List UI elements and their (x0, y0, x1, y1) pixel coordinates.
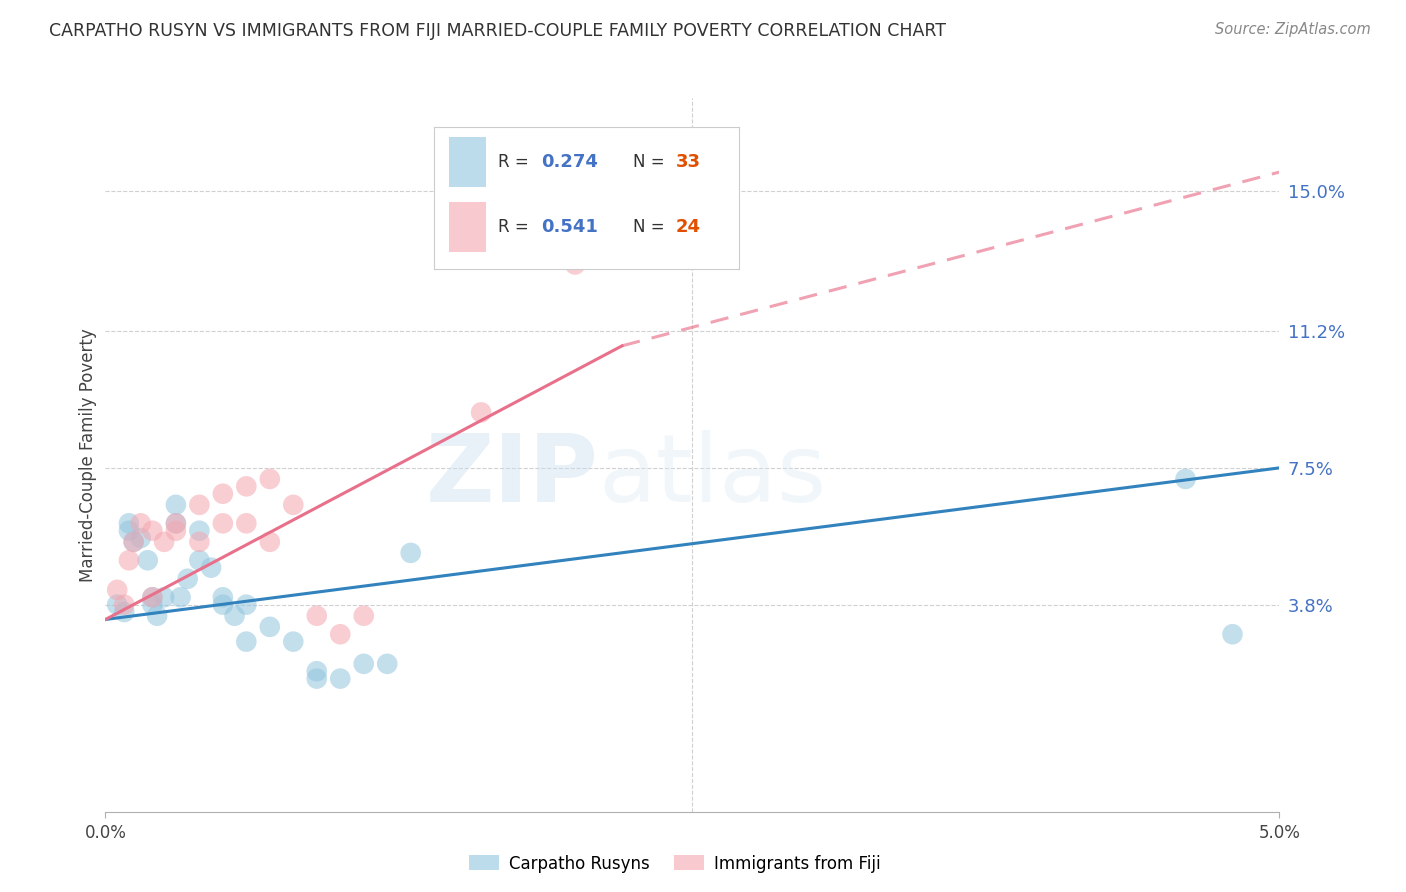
Text: Source: ZipAtlas.com: Source: ZipAtlas.com (1215, 22, 1371, 37)
Point (141, 591, 163, 605)
Point (188, 524, 211, 538)
Point (353, 608, 375, 623)
Point (1174, 472, 1197, 486)
Point (118, 553, 141, 567)
Point (200, 560, 222, 574)
Point (141, 591, 163, 605)
Point (112, 598, 135, 612)
Point (169, 591, 191, 605)
Point (136, 553, 159, 567)
Point (259, 472, 281, 486)
Point (305, 672, 328, 686)
Point (165, 516, 187, 531)
Point (259, 534, 281, 549)
Point (470, 405, 492, 419)
Point (235, 598, 257, 612)
Point (176, 572, 198, 586)
Point (329, 672, 352, 686)
Point (129, 531, 152, 545)
Point (305, 664, 328, 678)
Point (188, 534, 211, 549)
Point (353, 657, 375, 671)
Point (129, 516, 152, 531)
Point (1222, 627, 1244, 641)
Point (165, 516, 187, 531)
Point (122, 534, 145, 549)
Point (188, 498, 211, 512)
Point (283, 498, 305, 512)
Point (141, 598, 163, 612)
Point (283, 634, 305, 648)
Point (211, 516, 233, 531)
Point (146, 608, 169, 623)
Point (118, 524, 141, 538)
Point (165, 524, 187, 538)
Point (105, 582, 128, 597)
Point (112, 605, 135, 619)
Point (188, 553, 211, 567)
Point (235, 516, 257, 531)
Point (305, 608, 328, 623)
Text: CARPATHO RUSYN VS IMMIGRANTS FROM FIJI MARRIED-COUPLE FAMILY POVERTY CORRELATION: CARPATHO RUSYN VS IMMIGRANTS FROM FIJI M… (49, 22, 946, 40)
Point (329, 627, 352, 641)
Point (153, 591, 176, 605)
Y-axis label: Married-Couple Family Poverty: Married-Couple Family Poverty (79, 328, 97, 582)
Point (259, 620, 281, 634)
Point (375, 657, 398, 671)
Legend: Carpatho Rusyns, Immigrants from Fiji: Carpatho Rusyns, Immigrants from Fiji (463, 848, 887, 880)
Point (105, 598, 128, 612)
Text: ZIP: ZIP (426, 430, 599, 523)
Text: atlas: atlas (599, 430, 827, 523)
Point (235, 634, 257, 648)
Point (235, 479, 257, 493)
Point (211, 591, 233, 605)
Point (224, 608, 246, 623)
Point (211, 598, 233, 612)
Point (399, 546, 422, 560)
Point (153, 534, 176, 549)
Point (141, 524, 163, 538)
Point (118, 516, 141, 531)
Point (165, 498, 187, 512)
Point (564, 258, 586, 272)
Point (211, 487, 233, 501)
Point (122, 534, 145, 549)
